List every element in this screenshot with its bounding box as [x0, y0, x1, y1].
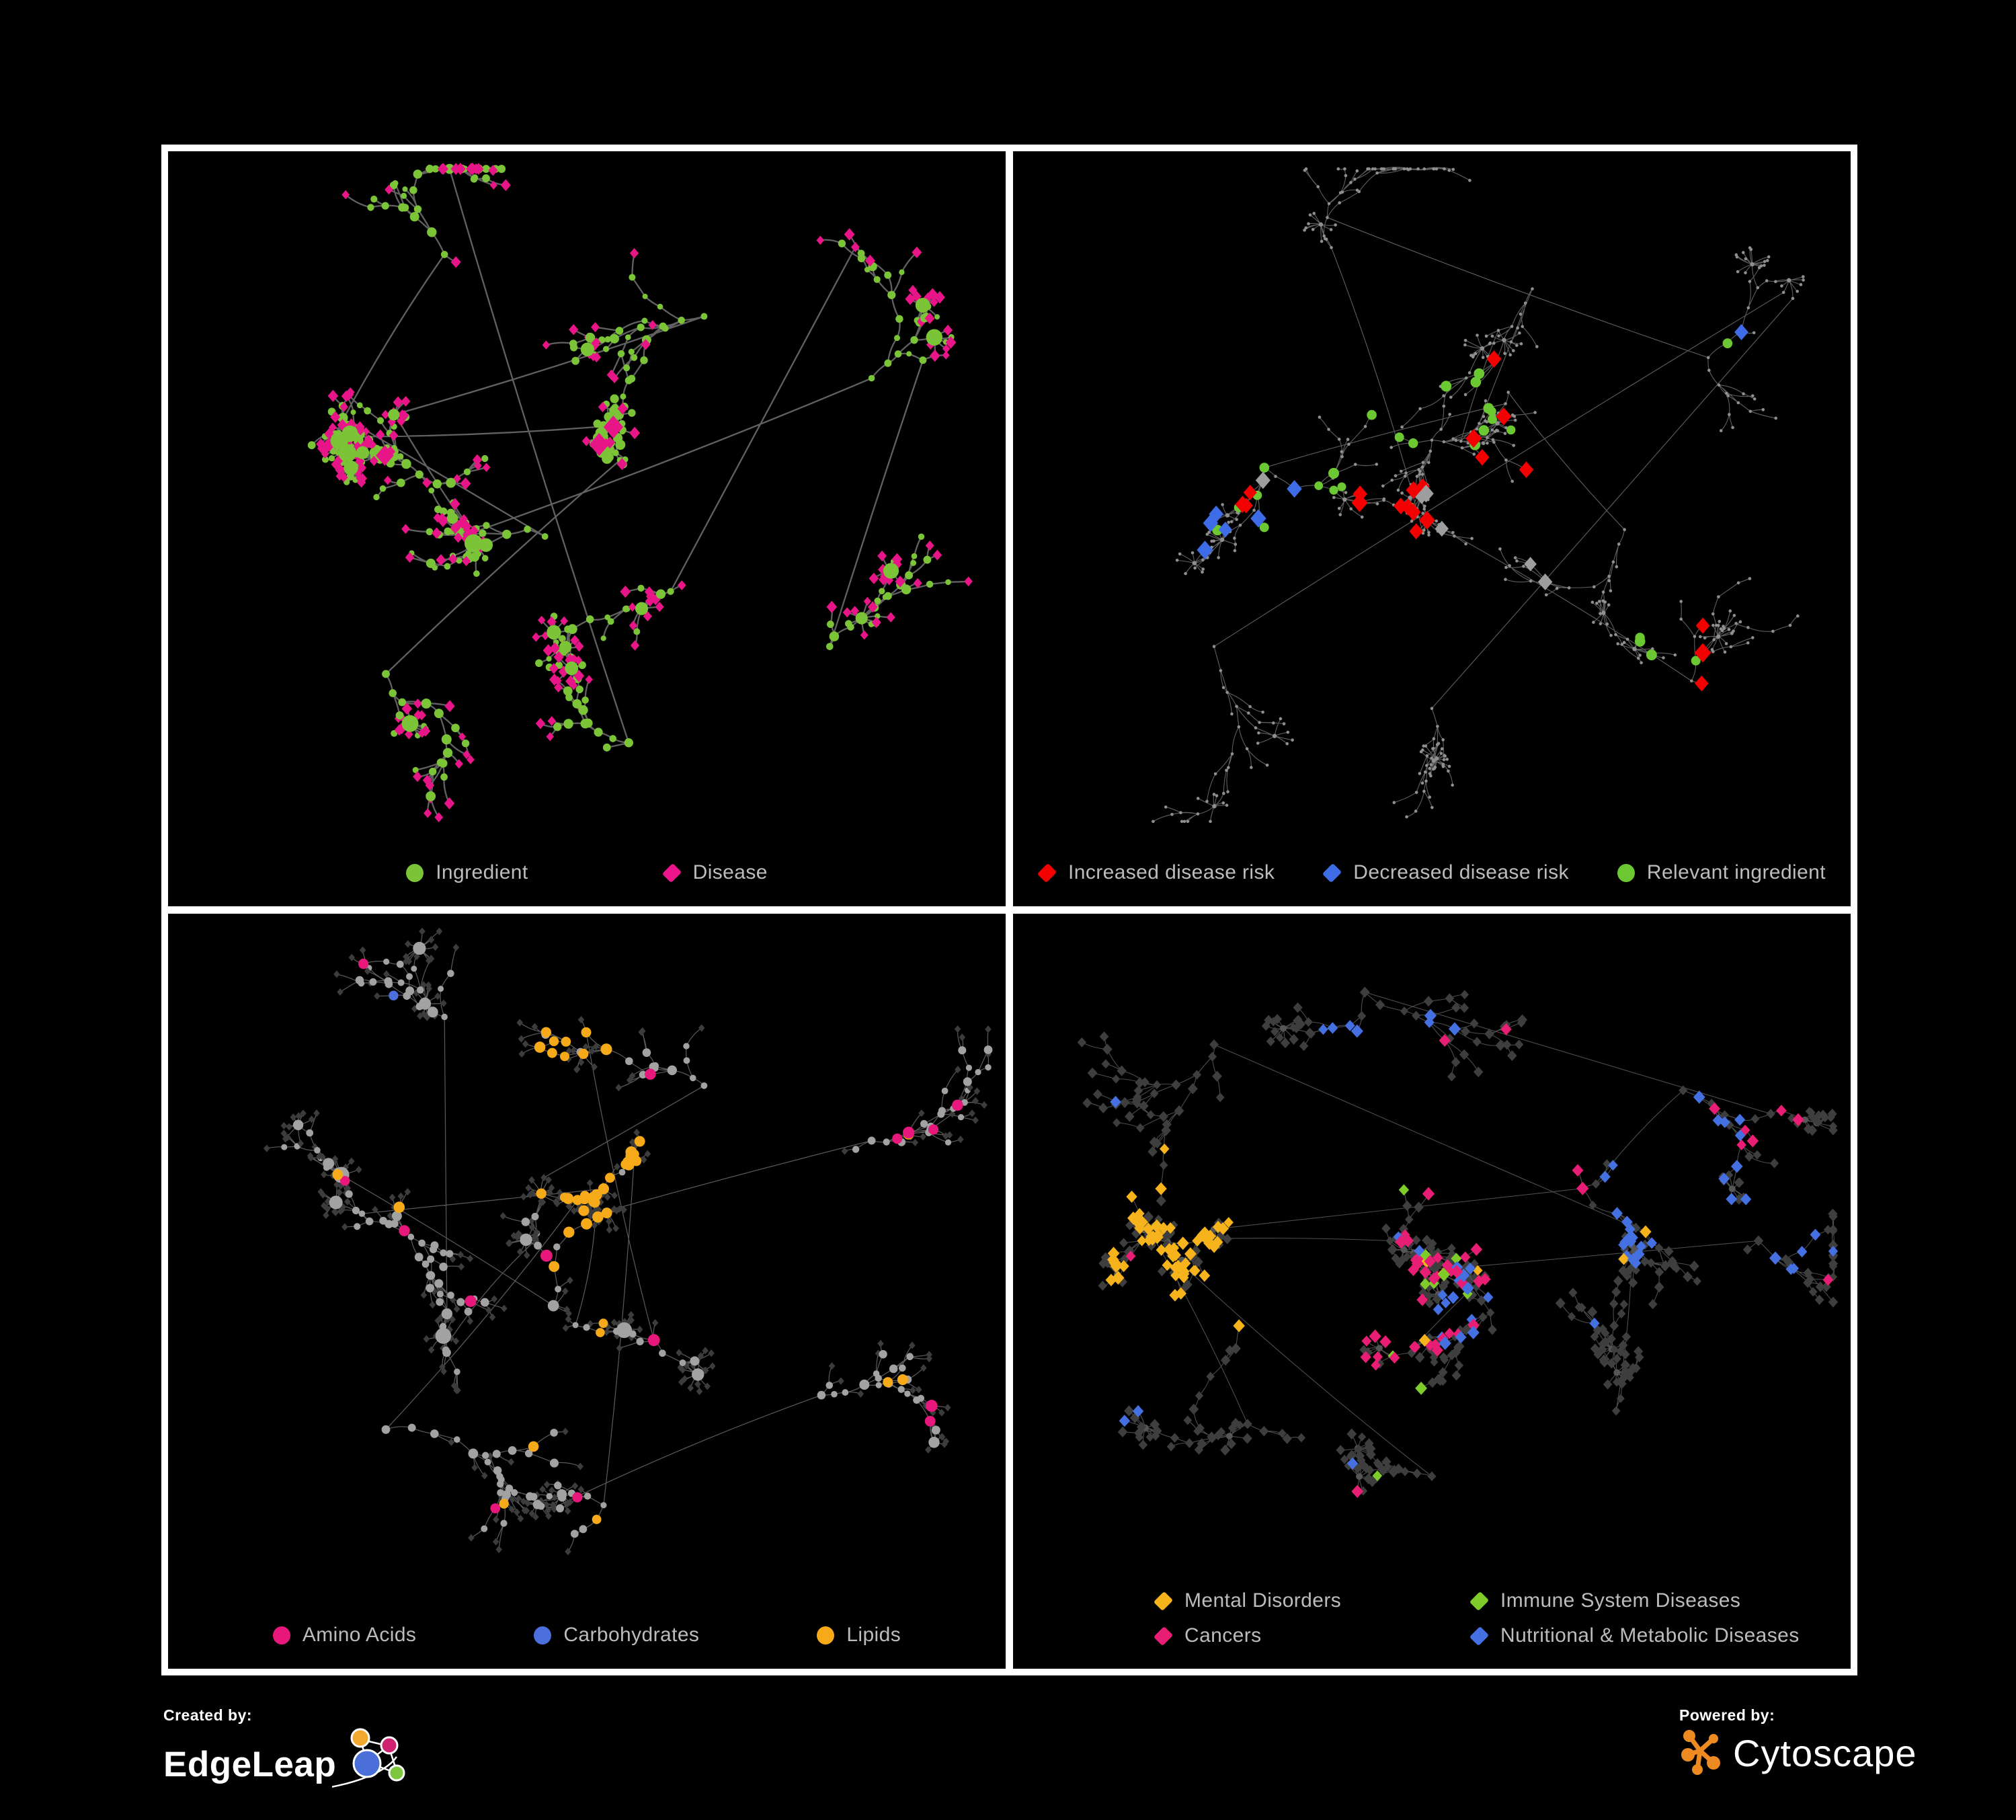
- circle-marker-icon: [817, 1626, 835, 1645]
- network-disease-classes: [1013, 914, 1851, 1568]
- powered-by-block: Powered by: Cytoscape: [1679, 1706, 1917, 1778]
- legend-item-nutrient-classes-1: Carbohydrates: [534, 1624, 699, 1647]
- legend-label: Nutritional & Metabolic Diseases: [1500, 1624, 1800, 1647]
- legend-label: Disease: [692, 861, 768, 883]
- legend-item-nutrient-classes-2: Lipids: [817, 1624, 901, 1647]
- diamond-marker-icon: [661, 863, 682, 883]
- legend-item-ingredient-disease-0: Ingredient: [406, 861, 528, 884]
- legend-label: Mental Disorders: [1184, 1589, 1342, 1612]
- circle-marker-icon: [406, 863, 424, 882]
- network-nutrient-classes: [168, 914, 1006, 1601]
- circle-marker-icon: [1617, 863, 1635, 882]
- panel-disease-risk: Increased disease risk Decreased disease …: [1013, 151, 1851, 906]
- diamond-marker-icon: [1322, 863, 1342, 883]
- legend-label: Decreased disease risk: [1353, 861, 1569, 883]
- figure-frame: Ingredient Disease Increased disease risk…: [161, 145, 1857, 1675]
- created-by-block: Created by: EdgeLeap: [163, 1706, 419, 1801]
- legend-item-disease-classes-0: Mental Disorders: [1153, 1589, 1470, 1612]
- panel-disease-classes: Mental Disorders Immune System Diseases Ca…: [1013, 914, 1851, 1669]
- panel-ingredient-disease: Ingredient Disease: [168, 151, 1006, 906]
- diamond-marker-icon: [1037, 863, 1057, 883]
- legend-label: Carbohydrates: [563, 1624, 700, 1646]
- legend-item-nutrient-classes-0: Amino Acids: [272, 1624, 417, 1647]
- legend-ingredient-disease: Ingredient Disease: [168, 839, 1006, 906]
- legend-label: Increased disease risk: [1068, 861, 1275, 883]
- legend-label: Relevant ingredient: [1646, 861, 1826, 883]
- legend-item-ingredient-disease-1: Disease: [661, 861, 768, 884]
- diamond-marker-icon: [1153, 1591, 1174, 1611]
- diamond-marker-icon: [1469, 1626, 1490, 1646]
- created-by-label: Created by:: [163, 1706, 253, 1724]
- edgeleap-logo-icon: [332, 1728, 405, 1788]
- circle-marker-icon: [534, 1626, 552, 1645]
- circle-marker-icon: [272, 1626, 290, 1645]
- cytoscape-brand-text: Cytoscape: [1733, 1731, 1917, 1774]
- powered-by-label: Powered by:: [1679, 1706, 1775, 1724]
- legend-item-disease-risk-0: Increased disease risk: [1037, 861, 1275, 884]
- legend-label: Immune System Diseases: [1500, 1589, 1741, 1612]
- legend-label: Ingredient: [436, 861, 528, 883]
- legend-disease-classes: Mental Disorders Immune System Diseases Ca…: [1013, 1568, 1851, 1669]
- legend-label: Cancers: [1184, 1624, 1262, 1647]
- legend-item-disease-risk-2: Relevant ingredient: [1617, 861, 1826, 884]
- network-canvas-disease-risk: [1152, 167, 1805, 824]
- legend-label: Lipids: [846, 1624, 901, 1646]
- legend-item-disease-classes-3: Nutritional & Metabolic Diseases: [1469, 1624, 1800, 1647]
- edgeleap-brand-text: EdgeLeap: [163, 1744, 337, 1784]
- panel-nutrient-classes: Amino Acids Carbohydrates Lipids: [168, 914, 1006, 1669]
- network-ingredient-disease: [168, 151, 1006, 839]
- legend-nutrient-classes: Amino Acids Carbohydrates Lipids: [168, 1601, 1006, 1669]
- legend-disease-risk: Increased disease risk Decreased disease …: [1013, 839, 1851, 906]
- network-canvas-ingredient-disease: [307, 162, 973, 823]
- diamond-marker-icon: [1469, 1591, 1490, 1611]
- legend-label: Amino Acids: [302, 1624, 417, 1646]
- cytoscape-logo-icon: [1681, 1730, 1720, 1775]
- legend-item-disease-risk-1: Decreased disease risk: [1322, 861, 1569, 884]
- legend-item-disease-classes-2: Cancers: [1153, 1624, 1470, 1647]
- network-disease-risk: [1013, 151, 1851, 839]
- diamond-marker-icon: [1153, 1626, 1174, 1646]
- network-canvas-disease-classes: [1077, 986, 1839, 1498]
- network-canvas-nutrient-classes: [264, 927, 993, 1556]
- legend-item-disease-classes-1: Immune System Diseases: [1469, 1589, 1800, 1612]
